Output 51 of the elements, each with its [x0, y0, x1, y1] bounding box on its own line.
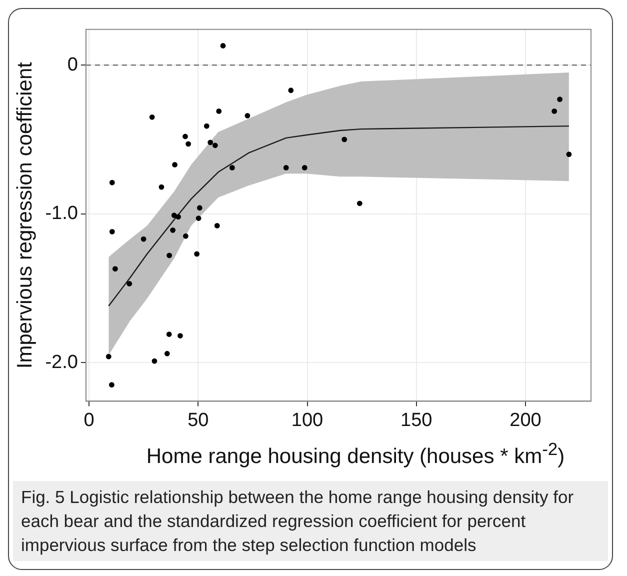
- point: [212, 142, 218, 148]
- point: [140, 236, 146, 242]
- point: [149, 114, 155, 120]
- point: [126, 281, 132, 286]
- point: [106, 354, 112, 360]
- point: [186, 141, 192, 147]
- point: [182, 134, 188, 140]
- point: [204, 123, 210, 129]
- point: [220, 43, 226, 48]
- y-tick-label: -1.0: [45, 203, 78, 224]
- point: [557, 96, 562, 102]
- point: [194, 251, 200, 257]
- point: [196, 216, 202, 221]
- point: [158, 184, 164, 190]
- y-tick-label: -2.0: [45, 352, 78, 373]
- point: [182, 233, 188, 239]
- point: [208, 140, 214, 146]
- y-axis-title: Impervious regression coefficient: [13, 62, 36, 369]
- point: [342, 136, 348, 142]
- point: [214, 223, 220, 228]
- point: [302, 165, 308, 170]
- point: [164, 350, 170, 356]
- caption: Fig. 5 Logistic relationship between the home range housing density for each bear and the standardized regression coefficient for percent impervious surface from the step selection function models: [13, 481, 608, 561]
- point: [166, 252, 172, 258]
- x-tick-label: 50: [188, 410, 209, 431]
- point: [283, 165, 289, 170]
- point: [152, 358, 158, 364]
- point: [288, 88, 294, 94]
- point: [171, 212, 177, 218]
- point: [552, 108, 558, 114]
- x-axis-title: Home range housing density (houses * km$^{-2}$): [145, 439, 566, 469]
- point: [356, 200, 362, 206]
- point: [166, 332, 172, 337]
- point: [178, 333, 183, 338]
- point: [196, 205, 202, 211]
- point: [108, 382, 114, 388]
- x-tick-label: 100: [291, 410, 324, 431]
- point: [176, 214, 181, 220]
- point: [172, 162, 178, 168]
- point: [244, 112, 250, 118]
- x-tick-label: 150: [400, 410, 432, 431]
- point: [566, 152, 572, 158]
- point: [170, 227, 176, 233]
- point: [112, 266, 118, 272]
- x-tick-label: 0: [84, 410, 94, 431]
- point: [229, 165, 235, 170]
- y-tick-label: 0: [67, 54, 78, 76]
- point: [109, 180, 115, 186]
- point: [216, 108, 222, 114]
- x-tick-label: 200: [510, 410, 542, 431]
- point: [109, 228, 115, 234]
